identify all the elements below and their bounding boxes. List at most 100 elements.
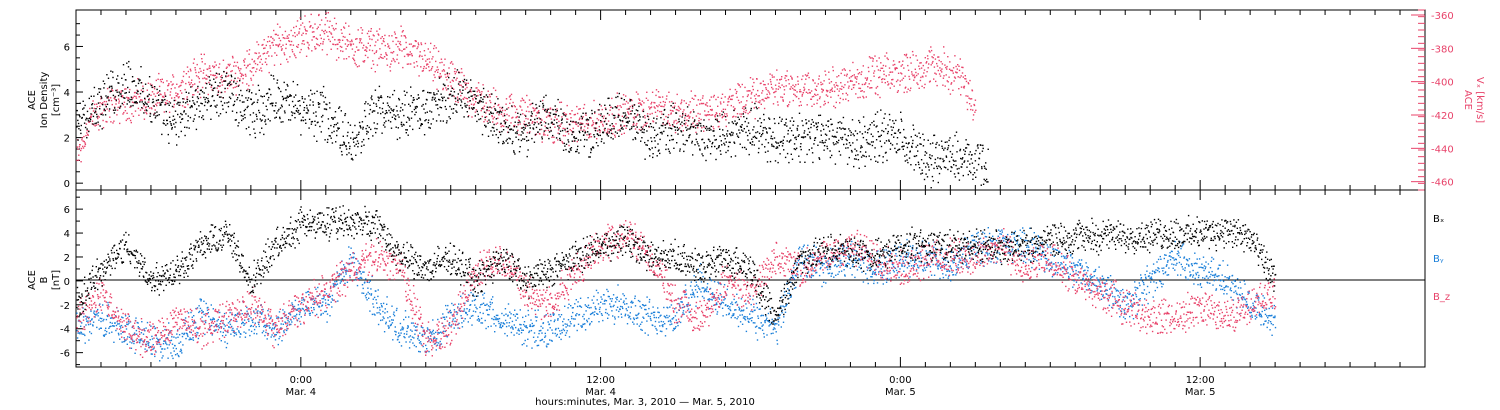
data-point bbox=[715, 112, 718, 114]
data-point bbox=[305, 122, 307, 124]
data-point bbox=[109, 90, 112, 92]
data-point bbox=[787, 133, 789, 135]
data-point bbox=[510, 93, 513, 96]
data-point bbox=[206, 309, 209, 311]
data-point bbox=[353, 137, 355, 139]
data-point bbox=[497, 117, 499, 119]
data-point bbox=[331, 117, 333, 119]
data-point bbox=[769, 127, 771, 130]
data-point bbox=[482, 107, 484, 109]
data-point bbox=[170, 352, 172, 354]
data-point bbox=[901, 64, 904, 66]
data-point bbox=[386, 64, 389, 66]
data-point bbox=[413, 66, 416, 68]
data-point bbox=[589, 136, 591, 138]
data-point bbox=[810, 90, 813, 92]
data-point bbox=[441, 96, 443, 98]
data-point bbox=[627, 122, 629, 124]
data-point bbox=[839, 88, 841, 90]
data-point bbox=[292, 80, 294, 83]
data-point bbox=[170, 88, 172, 90]
data-point bbox=[738, 102, 741, 104]
data-point bbox=[207, 312, 209, 314]
data-point bbox=[880, 134, 882, 136]
data-point bbox=[234, 72, 237, 75]
data-point bbox=[375, 41, 377, 43]
data-point bbox=[670, 112, 672, 114]
data-point bbox=[906, 159, 908, 161]
data-point bbox=[560, 123, 562, 125]
data-point bbox=[328, 31, 331, 33]
data-point bbox=[730, 156, 732, 158]
data-point bbox=[489, 96, 491, 98]
data-point bbox=[312, 104, 314, 106]
data-point bbox=[315, 37, 317, 39]
data-point bbox=[659, 110, 661, 113]
data-point bbox=[388, 106, 391, 108]
data-point bbox=[364, 54, 367, 57]
data-point bbox=[302, 32, 304, 34]
data-point bbox=[312, 27, 314, 29]
data-point bbox=[845, 98, 847, 100]
data-point bbox=[877, 94, 879, 96]
data-point bbox=[766, 96, 769, 98]
data-point bbox=[111, 103, 113, 106]
data-point bbox=[616, 106, 618, 108]
data-point bbox=[495, 109, 497, 111]
data-point bbox=[852, 86, 855, 89]
data-point bbox=[98, 88, 100, 90]
data-point bbox=[151, 84, 153, 86]
data-point bbox=[161, 133, 163, 136]
data-point bbox=[120, 95, 122, 97]
data-point bbox=[678, 120, 680, 123]
data-point bbox=[808, 76, 810, 79]
data-point bbox=[788, 161, 790, 164]
data-point bbox=[183, 106, 186, 108]
data-point bbox=[99, 102, 101, 104]
data-point bbox=[370, 67, 373, 69]
data-point bbox=[500, 122, 502, 125]
data-point bbox=[639, 99, 641, 101]
data-point bbox=[444, 84, 446, 87]
data-point bbox=[686, 119, 688, 121]
data-point bbox=[835, 136, 837, 138]
data-point bbox=[373, 122, 375, 124]
data-point bbox=[542, 134, 545, 136]
data-point bbox=[888, 67, 891, 69]
data-point bbox=[636, 122, 638, 125]
data-point bbox=[860, 73, 862, 76]
data-point bbox=[157, 99, 160, 101]
data-point bbox=[414, 113, 416, 116]
data-point bbox=[503, 113, 506, 115]
data-point bbox=[181, 118, 183, 120]
data-point bbox=[293, 105, 295, 108]
data-point bbox=[733, 115, 735, 118]
data-point bbox=[181, 332, 183, 335]
data-point bbox=[900, 118, 902, 120]
data-point bbox=[98, 116, 100, 118]
data-point bbox=[608, 114, 610, 116]
data-point bbox=[278, 37, 280, 39]
data-point bbox=[121, 96, 123, 98]
data-point bbox=[253, 61, 255, 63]
data-point bbox=[338, 127, 340, 129]
data-point bbox=[676, 93, 678, 96]
data-point bbox=[77, 119, 79, 122]
data-point bbox=[843, 74, 846, 76]
data-point bbox=[357, 146, 359, 148]
data-point bbox=[505, 140, 507, 142]
data-point bbox=[101, 97, 103, 99]
data-point bbox=[576, 112, 579, 115]
data-point bbox=[411, 111, 413, 113]
data-point bbox=[774, 122, 776, 125]
data-point bbox=[328, 26, 330, 28]
data-point bbox=[436, 66, 439, 68]
data-point bbox=[494, 108, 496, 110]
data-point bbox=[375, 105, 378, 107]
data-point bbox=[87, 323, 90, 326]
data-point bbox=[492, 127, 495, 129]
data-point bbox=[236, 80, 238, 83]
data-point bbox=[450, 85, 452, 87]
data-point bbox=[841, 138, 843, 141]
data-point bbox=[386, 58, 388, 60]
